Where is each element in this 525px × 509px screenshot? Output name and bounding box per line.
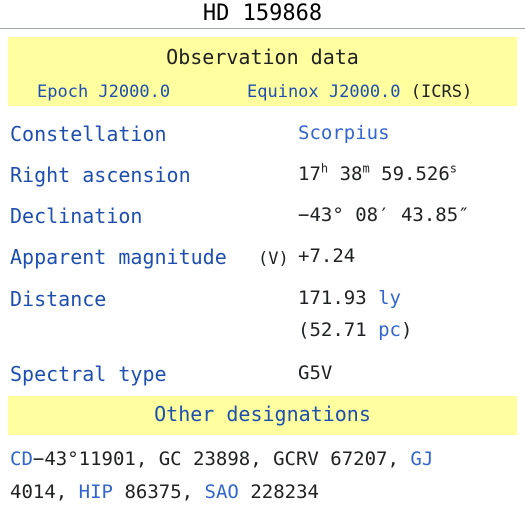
right-ascension-value: 17h 38m 59.526s: [298, 163, 457, 185]
constellation-value[interactable]: Scorpius: [298, 122, 390, 144]
ra-minutes: 38: [328, 163, 363, 185]
distance-label[interactable]: Distance: [10, 287, 107, 311]
apparent-magnitude-label[interactable]: Apparent magnitude: [10, 245, 227, 269]
ra-hours: 17: [298, 163, 321, 185]
spectral-type-label[interactable]: Spectral type: [10, 362, 167, 386]
distance-ly-value: 171.93: [298, 287, 367, 309]
designations-list: CD−43°11901, GC 23898, GCRV 67207, GJ 401…: [10, 443, 515, 509]
designations-text-4: 228234: [250, 481, 319, 503]
ra-hours-unit: h: [320, 161, 329, 176]
declination-label[interactable]: Declination: [10, 204, 143, 228]
epoch-link[interactable]: Epoch J2000.0: [37, 82, 171, 102]
ra-seconds: 59.526: [369, 163, 450, 185]
ra-seconds-unit: s: [449, 161, 457, 176]
declination-value: −43° 08′ 43.85″: [298, 204, 470, 226]
icrs-link[interactable]: (ICRS): [410, 82, 473, 102]
other-designations-heading[interactable]: Other designations: [154, 402, 371, 426]
ra-minutes-unit: m: [362, 161, 370, 176]
cd-link[interactable]: CD: [10, 448, 33, 470]
right-ascension-label[interactable]: Right ascension: [10, 163, 191, 187]
hip-link[interactable]: HIP: [78, 481, 113, 503]
designations-text-1: −43°11901, GC 23898, GCRV 67207,: [32, 448, 399, 470]
distance-pc-close: ): [400, 319, 413, 341]
constellation-label[interactable]: Constellation: [10, 122, 167, 146]
designations-text-3: 86375,: [124, 481, 194, 503]
parsec-link[interactable]: pc: [378, 319, 401, 341]
equinox-link[interactable]: Equinox J2000.0: [247, 82, 401, 102]
magnitude-band: (V): [258, 249, 289, 269]
spectral-type-value: G5V: [298, 362, 333, 384]
page-title: HD 159868: [0, 0, 525, 29]
equinox-group: Equinox J2000.0 (ICRS): [247, 82, 472, 102]
observation-heading: Observation data: [166, 45, 359, 69]
light-year-link[interactable]: ly: [378, 287, 401, 309]
sao-link[interactable]: SAO: [204, 481, 239, 503]
gj-link[interactable]: GJ: [410, 448, 434, 470]
other-designations-header: Other designations: [8, 396, 517, 435]
observation-header: Observation data Epoch J2000.0 Equinox J…: [8, 37, 517, 106]
distance-pc-value: (52.71: [298, 319, 367, 341]
apparent-magnitude-value: +7.24: [298, 245, 356, 267]
designations-text-2: 4014,: [10, 481, 68, 503]
distance-value: 171.93 ly (52.71 pc): [298, 282, 412, 346]
